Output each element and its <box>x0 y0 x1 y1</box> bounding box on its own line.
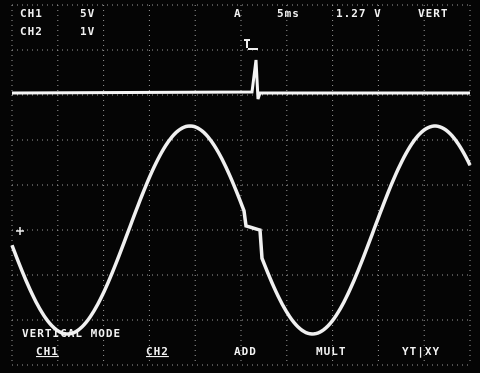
trigger-source: A <box>234 7 242 20</box>
menu-title: VERTICAL MODE <box>22 327 121 340</box>
timebase: 5ms <box>277 7 300 20</box>
menu-option[interactable]: CH2 <box>146 345 169 358</box>
ch1-label: CH1 <box>20 7 43 20</box>
ch2-scale: 1V <box>80 25 95 38</box>
ch1-scale: 5V <box>80 7 95 20</box>
background <box>0 0 480 373</box>
menu-option[interactable]: YT|XY <box>402 345 440 358</box>
scope-screen: CH1 5V CH2 1V A 5ms 1.27 V VERT VERTICAL… <box>0 0 480 373</box>
menu-option[interactable]: ADD <box>234 345 257 358</box>
mode: VERT <box>418 7 449 20</box>
trigger-level: 1.27 V <box>336 7 382 20</box>
ch2-label: CH2 <box>20 25 43 38</box>
menu-option[interactable]: MULT <box>316 345 347 358</box>
menu-option[interactable]: CH1 <box>36 345 59 358</box>
